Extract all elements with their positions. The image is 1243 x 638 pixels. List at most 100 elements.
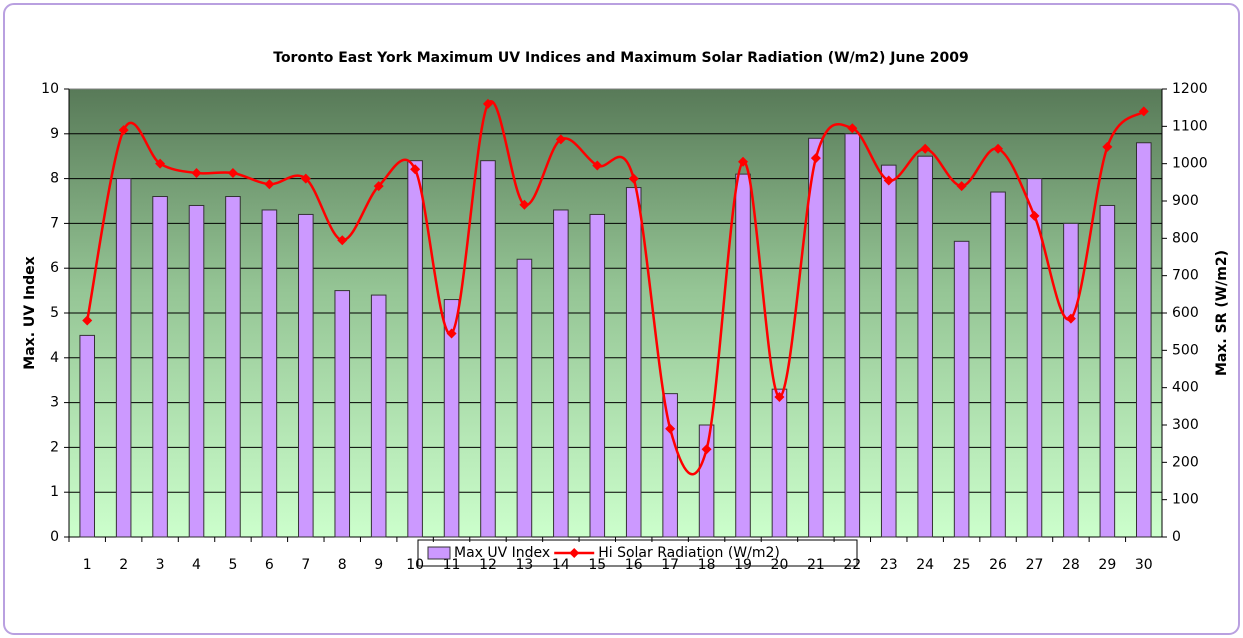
bar bbox=[698, 424, 715, 538]
x-tick-label: 4 bbox=[192, 557, 201, 573]
marker bbox=[1102, 141, 1113, 152]
y-tick-label: 4 bbox=[50, 350, 59, 366]
y-axis-title: Max. UV Index bbox=[22, 256, 38, 369]
marker bbox=[1065, 313, 1076, 324]
bar bbox=[370, 294, 387, 538]
marker bbox=[847, 123, 858, 134]
legend-swatch bbox=[427, 546, 451, 560]
y2-tick-label: 100 bbox=[1172, 492, 1199, 508]
marker bbox=[446, 328, 457, 339]
y-tick-label: 6 bbox=[50, 260, 59, 276]
y2-tick-label: 1100 bbox=[1172, 118, 1208, 134]
bar bbox=[1135, 142, 1152, 538]
bar bbox=[79, 334, 96, 538]
x-tick-label: 28 bbox=[1062, 557, 1080, 573]
marker bbox=[993, 143, 1004, 154]
bar bbox=[225, 196, 241, 538]
y2-tick-label: 800 bbox=[1172, 230, 1199, 246]
x-tick-label: 18 bbox=[698, 557, 716, 573]
bar bbox=[662, 393, 678, 538]
bar bbox=[298, 213, 314, 538]
marker bbox=[482, 98, 493, 109]
x-tick-label: 11 bbox=[443, 557, 461, 573]
bar bbox=[953, 240, 970, 538]
x-tick-label: 9 bbox=[374, 557, 383, 573]
bar bbox=[771, 388, 788, 538]
marker bbox=[628, 173, 639, 184]
legend-marker bbox=[569, 548, 580, 558]
y-tick-label: 0 bbox=[50, 529, 59, 545]
x-tick-label: 3 bbox=[156, 557, 165, 573]
y2-tick-label: 0 bbox=[1172, 529, 1181, 545]
x-tick-label: 20 bbox=[771, 557, 789, 573]
bar bbox=[516, 258, 533, 538]
bar bbox=[1063, 222, 1079, 538]
bar bbox=[880, 164, 897, 538]
marker bbox=[373, 181, 384, 192]
y-tick-label: 2 bbox=[50, 439, 59, 455]
marker bbox=[519, 199, 530, 210]
bar bbox=[188, 204, 205, 538]
y-tick-label: 1 bbox=[50, 484, 59, 500]
x-tick-label: 21 bbox=[807, 557, 825, 573]
x-tick-label: 1 bbox=[83, 557, 92, 573]
bar bbox=[334, 290, 351, 538]
marker bbox=[227, 168, 238, 178]
x-tick-label: 27 bbox=[1026, 557, 1044, 573]
x-tick-label: 25 bbox=[953, 557, 971, 573]
bar bbox=[480, 160, 496, 538]
x-tick-label: 17 bbox=[661, 557, 679, 573]
legend-label: Hi Solar Radiation (W/m2) bbox=[598, 545, 780, 561]
x-tick-label: 15 bbox=[588, 557, 606, 573]
marker bbox=[920, 143, 931, 154]
marker bbox=[738, 156, 749, 167]
legend bbox=[417, 539, 858, 567]
chart-title: Toronto East York Maximum UV Indices and… bbox=[273, 50, 969, 66]
y-tick-label: 9 bbox=[50, 126, 59, 142]
marker bbox=[82, 315, 93, 326]
bar bbox=[553, 209, 569, 538]
bar bbox=[1099, 204, 1116, 538]
x-tick-label: 6 bbox=[265, 557, 274, 573]
y2-tick-label: 600 bbox=[1172, 305, 1199, 321]
marker bbox=[155, 158, 166, 169]
marker bbox=[555, 134, 566, 145]
x-tick-label: 2 bbox=[119, 557, 128, 573]
y2-tick-label: 400 bbox=[1172, 380, 1199, 396]
marker bbox=[592, 160, 603, 171]
y-tick-label: 5 bbox=[50, 305, 59, 321]
y-tick-label: 3 bbox=[50, 395, 59, 411]
x-tick-label: 30 bbox=[1135, 557, 1153, 573]
y2-tick-label: 1200 bbox=[1172, 81, 1208, 97]
y-tick-label: 7 bbox=[50, 215, 59, 231]
x-tick-label: 24 bbox=[916, 557, 934, 573]
marker bbox=[118, 125, 129, 136]
bar bbox=[625, 187, 642, 538]
legend-label: Max UV Index bbox=[454, 545, 550, 561]
bar bbox=[261, 209, 278, 538]
marker bbox=[1029, 210, 1040, 221]
y2-tick-label: 700 bbox=[1172, 268, 1199, 284]
bar bbox=[407, 160, 423, 538]
marker bbox=[191, 168, 202, 178]
y-tick-label: 10 bbox=[41, 81, 59, 97]
y2-tick-label: 1000 bbox=[1172, 156, 1208, 172]
marker bbox=[883, 175, 894, 186]
y2-tick-label: 900 bbox=[1172, 193, 1199, 209]
marker bbox=[337, 235, 348, 246]
x-tick-label: 16 bbox=[625, 557, 643, 573]
marker bbox=[410, 164, 421, 175]
bar bbox=[917, 155, 933, 538]
marker bbox=[300, 173, 311, 184]
x-tick-label: 10 bbox=[406, 557, 424, 573]
x-tick-label: 13 bbox=[516, 557, 534, 573]
x-tick-label: 14 bbox=[552, 557, 570, 573]
marker bbox=[1138, 106, 1149, 117]
y-tick-label: 8 bbox=[50, 171, 59, 187]
x-tick-label: 7 bbox=[301, 557, 310, 573]
y2-tick-label: 300 bbox=[1172, 417, 1199, 433]
bar bbox=[990, 191, 1006, 538]
marker bbox=[665, 423, 676, 434]
bar bbox=[115, 178, 132, 538]
y2-tick-label: 500 bbox=[1172, 342, 1199, 358]
